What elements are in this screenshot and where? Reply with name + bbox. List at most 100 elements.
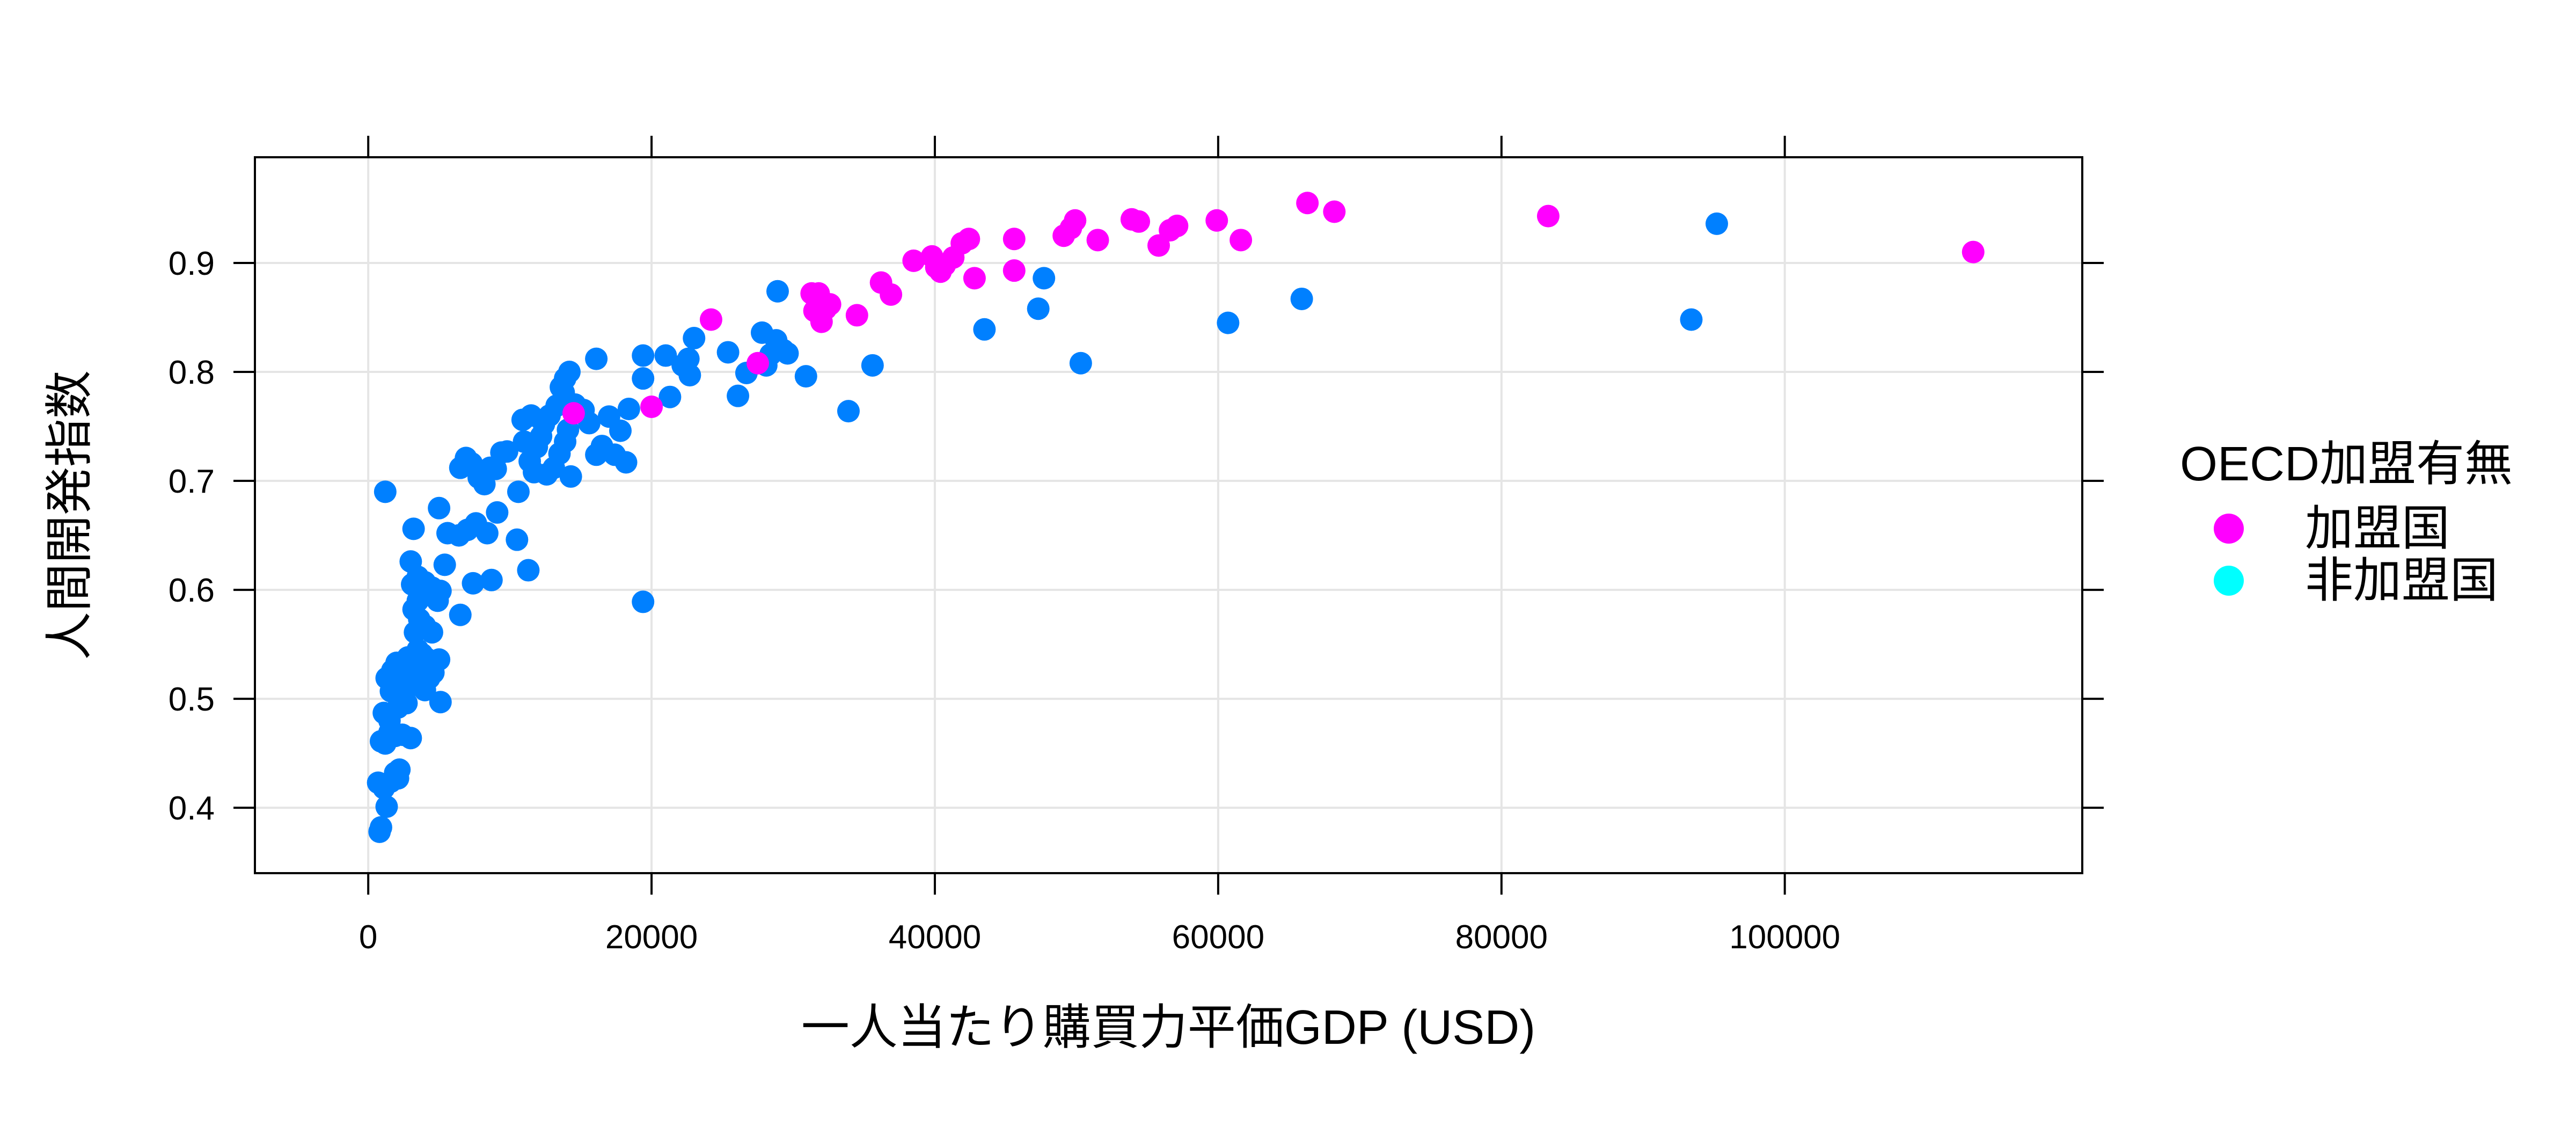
point-oecd-member (640, 395, 663, 418)
grid-lines (255, 157, 2082, 873)
point-oecd-member (1205, 209, 1228, 232)
point-non-member (399, 727, 422, 750)
y-axis-label: 人間開発指数 (43, 370, 97, 660)
point-non-member (614, 451, 638, 474)
point-oecd-member (1002, 228, 1026, 251)
y-tick-label: 0.7 (169, 463, 215, 500)
y-tick-label: 0.8 (169, 354, 215, 391)
point-non-member (420, 621, 443, 644)
point-non-member (428, 648, 451, 671)
legend-label: 非加盟国 (2305, 554, 2498, 608)
point-oecd-member (880, 283, 903, 306)
x-tick-label: 20000 (605, 919, 698, 956)
point-oecd-member (810, 310, 833, 333)
point-non-member (558, 360, 581, 383)
point-non-member (559, 465, 582, 488)
y-tick-label: 0.6 (169, 572, 215, 609)
point-non-member (1217, 311, 1240, 334)
point-non-member (475, 522, 499, 545)
point-oecd-member (1128, 210, 1151, 233)
point-non-member (585, 347, 608, 370)
point-oecd-member (1064, 209, 1087, 232)
point-oecd-member (1166, 214, 1189, 237)
point-oecd-member (1323, 200, 1346, 223)
point-non-member (388, 758, 411, 781)
point-non-member (683, 327, 706, 350)
point-non-member (1033, 267, 1056, 290)
point-non-member (429, 580, 452, 603)
point-non-member (632, 344, 655, 367)
point-oecd-member (845, 304, 868, 327)
axes: 0 20000 40000 60000 80000 100000 0.4 0.5 0.6 0.7 0… (169, 136, 2104, 956)
point-oecd-member (1296, 192, 1319, 215)
point-non-member (428, 496, 451, 519)
point-non-member (480, 568, 503, 591)
point-non-member (374, 480, 397, 503)
y-tick-label: 0.5 (169, 681, 215, 718)
point-oecd-member (957, 228, 980, 251)
point-non-member (429, 691, 452, 714)
point-non-member (1069, 352, 1092, 375)
x-tick-label: 60000 (1172, 919, 1264, 956)
point-oecd-member (1962, 240, 1985, 264)
point-oecd-member (699, 308, 722, 331)
point-non-member (609, 419, 632, 442)
point-non-member (727, 384, 750, 407)
point-non-member (433, 553, 456, 576)
legend-marker (2214, 566, 2244, 596)
point-non-member (794, 365, 817, 388)
point-non-member (632, 367, 655, 390)
x-tick-label: 80000 (1455, 919, 1548, 956)
point-non-member (766, 280, 789, 303)
point-oecd-member (1086, 229, 1109, 252)
x-axis-label: 一人当たり購買力平価GDP (USD) (801, 1001, 1535, 1055)
x-tick-label: 100000 (1729, 919, 1840, 956)
data-points (367, 192, 1985, 843)
point-non-member (449, 603, 472, 626)
plot-frame (254, 156, 2083, 874)
point-oecd-member (1002, 259, 1026, 282)
point-non-member (654, 344, 677, 367)
point-non-member (1027, 297, 1050, 320)
point-non-member (632, 590, 655, 613)
legend-title: OECD加盟有無 (2180, 437, 2513, 491)
point-non-member (369, 816, 392, 839)
x-tick-label: 40000 (889, 919, 981, 956)
y-tick-label: 0.9 (169, 245, 215, 282)
point-non-member (525, 436, 548, 459)
point-non-member (973, 318, 996, 341)
point-non-member (399, 550, 422, 573)
point-oecd-member (1230, 229, 1253, 252)
point-non-member (507, 480, 530, 503)
point-oecd-member (902, 249, 925, 272)
point-non-member (517, 559, 540, 582)
point-non-member (506, 528, 529, 551)
x-tick-label: 0 (359, 919, 377, 956)
point-non-member (1680, 308, 1703, 331)
point-non-member (658, 385, 682, 408)
point-oecd-member (963, 267, 986, 290)
point-non-member (776, 342, 799, 365)
point-non-member (678, 364, 701, 387)
point-oecd-member (562, 402, 585, 425)
y-tick-label: 0.4 (169, 790, 215, 827)
point-non-member (837, 400, 860, 423)
point-non-member (462, 572, 485, 595)
point-non-member (1706, 212, 1728, 235)
legend-marker (2214, 514, 2244, 544)
point-oecd-member (747, 352, 770, 375)
point-non-member (375, 795, 398, 818)
point-non-member (495, 440, 518, 463)
legend-label: 加盟国 (2305, 502, 2450, 555)
point-non-member (486, 501, 509, 524)
point-non-member (617, 398, 640, 421)
point-oecd-member (1536, 204, 1560, 228)
point-non-member (1290, 287, 1313, 310)
point-non-member (402, 517, 425, 540)
point-non-member (716, 341, 740, 364)
point-non-member (677, 347, 700, 370)
